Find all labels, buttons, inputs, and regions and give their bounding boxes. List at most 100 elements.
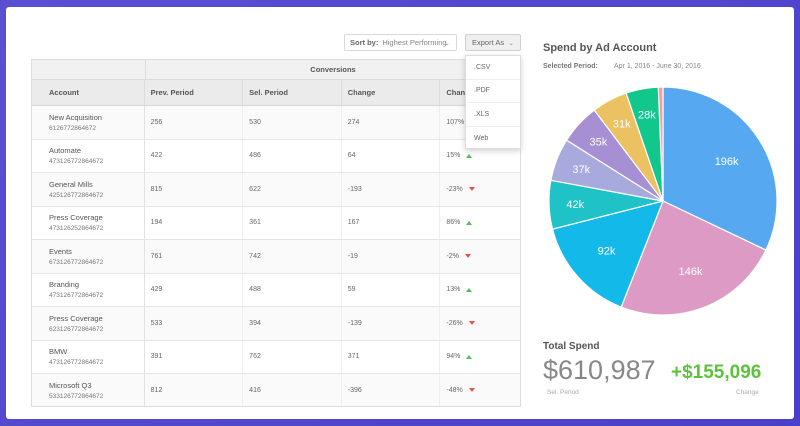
account-name: Press Coverage [49, 213, 103, 223]
prev-period-cell: 422 [145, 139, 244, 172]
export-dropdown: .CSV .PDF .XLS Web [465, 55, 521, 149]
table-row[interactable]: Press Coverage 473126252864672 194 361 167 86… [32, 206, 520, 240]
account-id: 473126772864672 [49, 359, 104, 367]
change-cell: 64 [342, 139, 441, 172]
account-name: BMW [49, 347, 68, 357]
export-option-web[interactable]: Web [474, 134, 489, 142]
account-id: 533126772864672 [49, 392, 104, 400]
column-header-change[interactable]: Change [342, 80, 441, 105]
total-spend-value: $610,987 [543, 355, 656, 385]
sel-period-cell: 361 [243, 206, 342, 239]
sel-period-cell: 762 [243, 340, 342, 373]
table-row[interactable]: BMW 473126772864672 391 762 371 94% [32, 340, 520, 374]
arrow-down-icon [468, 321, 475, 326]
table-row[interactable]: Automate 473126772864672 422 486 64 15% [32, 139, 520, 173]
change-pct-cell: -26% [440, 307, 520, 340]
change-pct-cell: 13% [440, 274, 520, 307]
pie-slice-label: 92k [598, 246, 616, 258]
account-cell: New Acquisition 6126772864672 [32, 106, 145, 139]
pie-slice[interactable] [620, 200, 767, 316]
change-pct-value: -48% [446, 386, 463, 394]
spend-change-sublabel: Change [736, 389, 759, 396]
account-id: 623126772864672 [49, 325, 104, 333]
prev-period-cell: 812 [145, 374, 244, 406]
account-cell: Press Coverage 623126772864672 [32, 307, 145, 340]
table-row[interactable]: Microsoft Q3 533126772864672 812 416 -396 -48… [32, 374, 520, 406]
prev-period-cell: 533 [145, 307, 244, 340]
prev-period-cell: 815 [145, 173, 244, 206]
prev-period-cell: 761 [145, 240, 244, 273]
arrow-up-icon [466, 287, 473, 292]
sel-period-cell: 622 [243, 173, 342, 206]
account-name: Automate [49, 146, 82, 156]
change-pct-cell: 86% [440, 207, 520, 240]
account-id: 6126772864672 [49, 124, 96, 132]
table-row[interactable]: New Acquisition 6126772864672 256 530 274 107… [32, 106, 520, 140]
account-id: 425126772864672 [49, 191, 104, 199]
pie-slice-label: 146k [679, 266, 703, 278]
prev-period-cell: 391 [145, 340, 244, 373]
change-pct-value: 94% [446, 353, 461, 361]
account-name: Events [49, 246, 72, 256]
prev-period-cell: 194 [145, 206, 244, 239]
table-row[interactable]: Branding 473126772864672 429 488 59 13% [32, 273, 520, 307]
account-name: Microsoft Q3 [49, 380, 92, 390]
sel-period-cell: 416 [243, 374, 342, 406]
pie-slice[interactable] [657, 86, 664, 202]
export-button[interactable]: Export As ⌄ [465, 34, 521, 51]
change-cell: -396 [342, 374, 441, 406]
change-cell: 371 [342, 340, 441, 373]
column-header-account[interactable]: Account [32, 80, 145, 105]
change-pct-cell: 94% [440, 341, 520, 374]
pie-slice-label: 28k [638, 110, 656, 122]
account-cell: Press Coverage 473126252864672 [32, 206, 145, 239]
sort-value: Highest Performing [382, 38, 447, 47]
pie-slice-label: 42k [566, 199, 584, 211]
column-header-sel-period[interactable]: Sel. Period [243, 80, 342, 105]
change-pct-value: 107% [446, 118, 465, 126]
column-header-change-pct[interactable]: Change [446, 88, 474, 97]
account-id: 473126772864672 [49, 158, 104, 166]
table-group-header: Conversions [32, 60, 520, 80]
arrow-up-icon [466, 153, 473, 158]
account-name: New Acquisition [49, 112, 102, 122]
pie-slice[interactable] [551, 200, 664, 308]
account-name: General Mills [49, 179, 93, 189]
conversions-header: Conversions [310, 65, 356, 74]
conversions-table: Conversions Account Prev. Period Sel. Pe… [31, 59, 521, 407]
spend-pie-chart: 196k 146k 92k 42k 37k 35k 31k 28k [548, 86, 778, 316]
account-cell: Branding 473126772864672 [32, 273, 145, 306]
table-row[interactable]: Events 673126772864672 761 742 -19 -2% [32, 240, 520, 274]
export-option-xls[interactable]: .XLS [466, 103, 520, 127]
pie-slice[interactable] [662, 86, 778, 251]
change-pct-value: -2% [446, 252, 459, 260]
change-pct-value: -26% [446, 319, 463, 327]
account-cell: Automate 473126772864672 [32, 139, 145, 172]
account-name: Press Coverage [49, 313, 103, 323]
change-cell: 274 [342, 106, 441, 139]
table-row[interactable]: Press Coverage 623126772864672 533 394 -139-… [32, 307, 520, 341]
sort-select[interactable]: Sort by: Highest Performing ⌄ [344, 34, 457, 51]
change-pct-value: 86% [446, 219, 461, 227]
export-option-csv[interactable]: .CSV [466, 56, 520, 80]
total-spend-sublabel: Sel. Period [547, 389, 579, 396]
selected-period-value: Apr 1, 2016 - June 30, 2016 [614, 63, 701, 70]
sel-period-cell: 394 [243, 307, 342, 340]
pie-slice-label: 35k [589, 137, 607, 149]
change-pct-cell: -23% [440, 173, 520, 206]
change-pct-value: 13% [446, 286, 461, 294]
selected-period-label: Selected Period: [543, 63, 598, 70]
change-cell: -193 [342, 173, 441, 206]
table-row[interactable]: General Mills 425126772864672 815 622 -193 -2… [32, 173, 520, 207]
column-header-prev-period[interactable]: Prev. Period [145, 80, 244, 105]
sort-label: Sort by: [350, 38, 379, 47]
sel-period-cell: 486 [243, 139, 342, 172]
pie-slice-label: 37k [572, 164, 590, 176]
change-pct-cell: -48% [440, 374, 520, 406]
export-option-pdf[interactable]: .PDF [466, 80, 520, 103]
table-column-headers: Account Prev. Period Sel. Period Change … [32, 80, 520, 106]
arrow-down-icon [464, 254, 471, 259]
change-cell: -139 [342, 307, 441, 340]
account-cell: Events 673126772864672 [32, 240, 145, 273]
account-cell: BMW 473126772864672 [32, 340, 145, 373]
